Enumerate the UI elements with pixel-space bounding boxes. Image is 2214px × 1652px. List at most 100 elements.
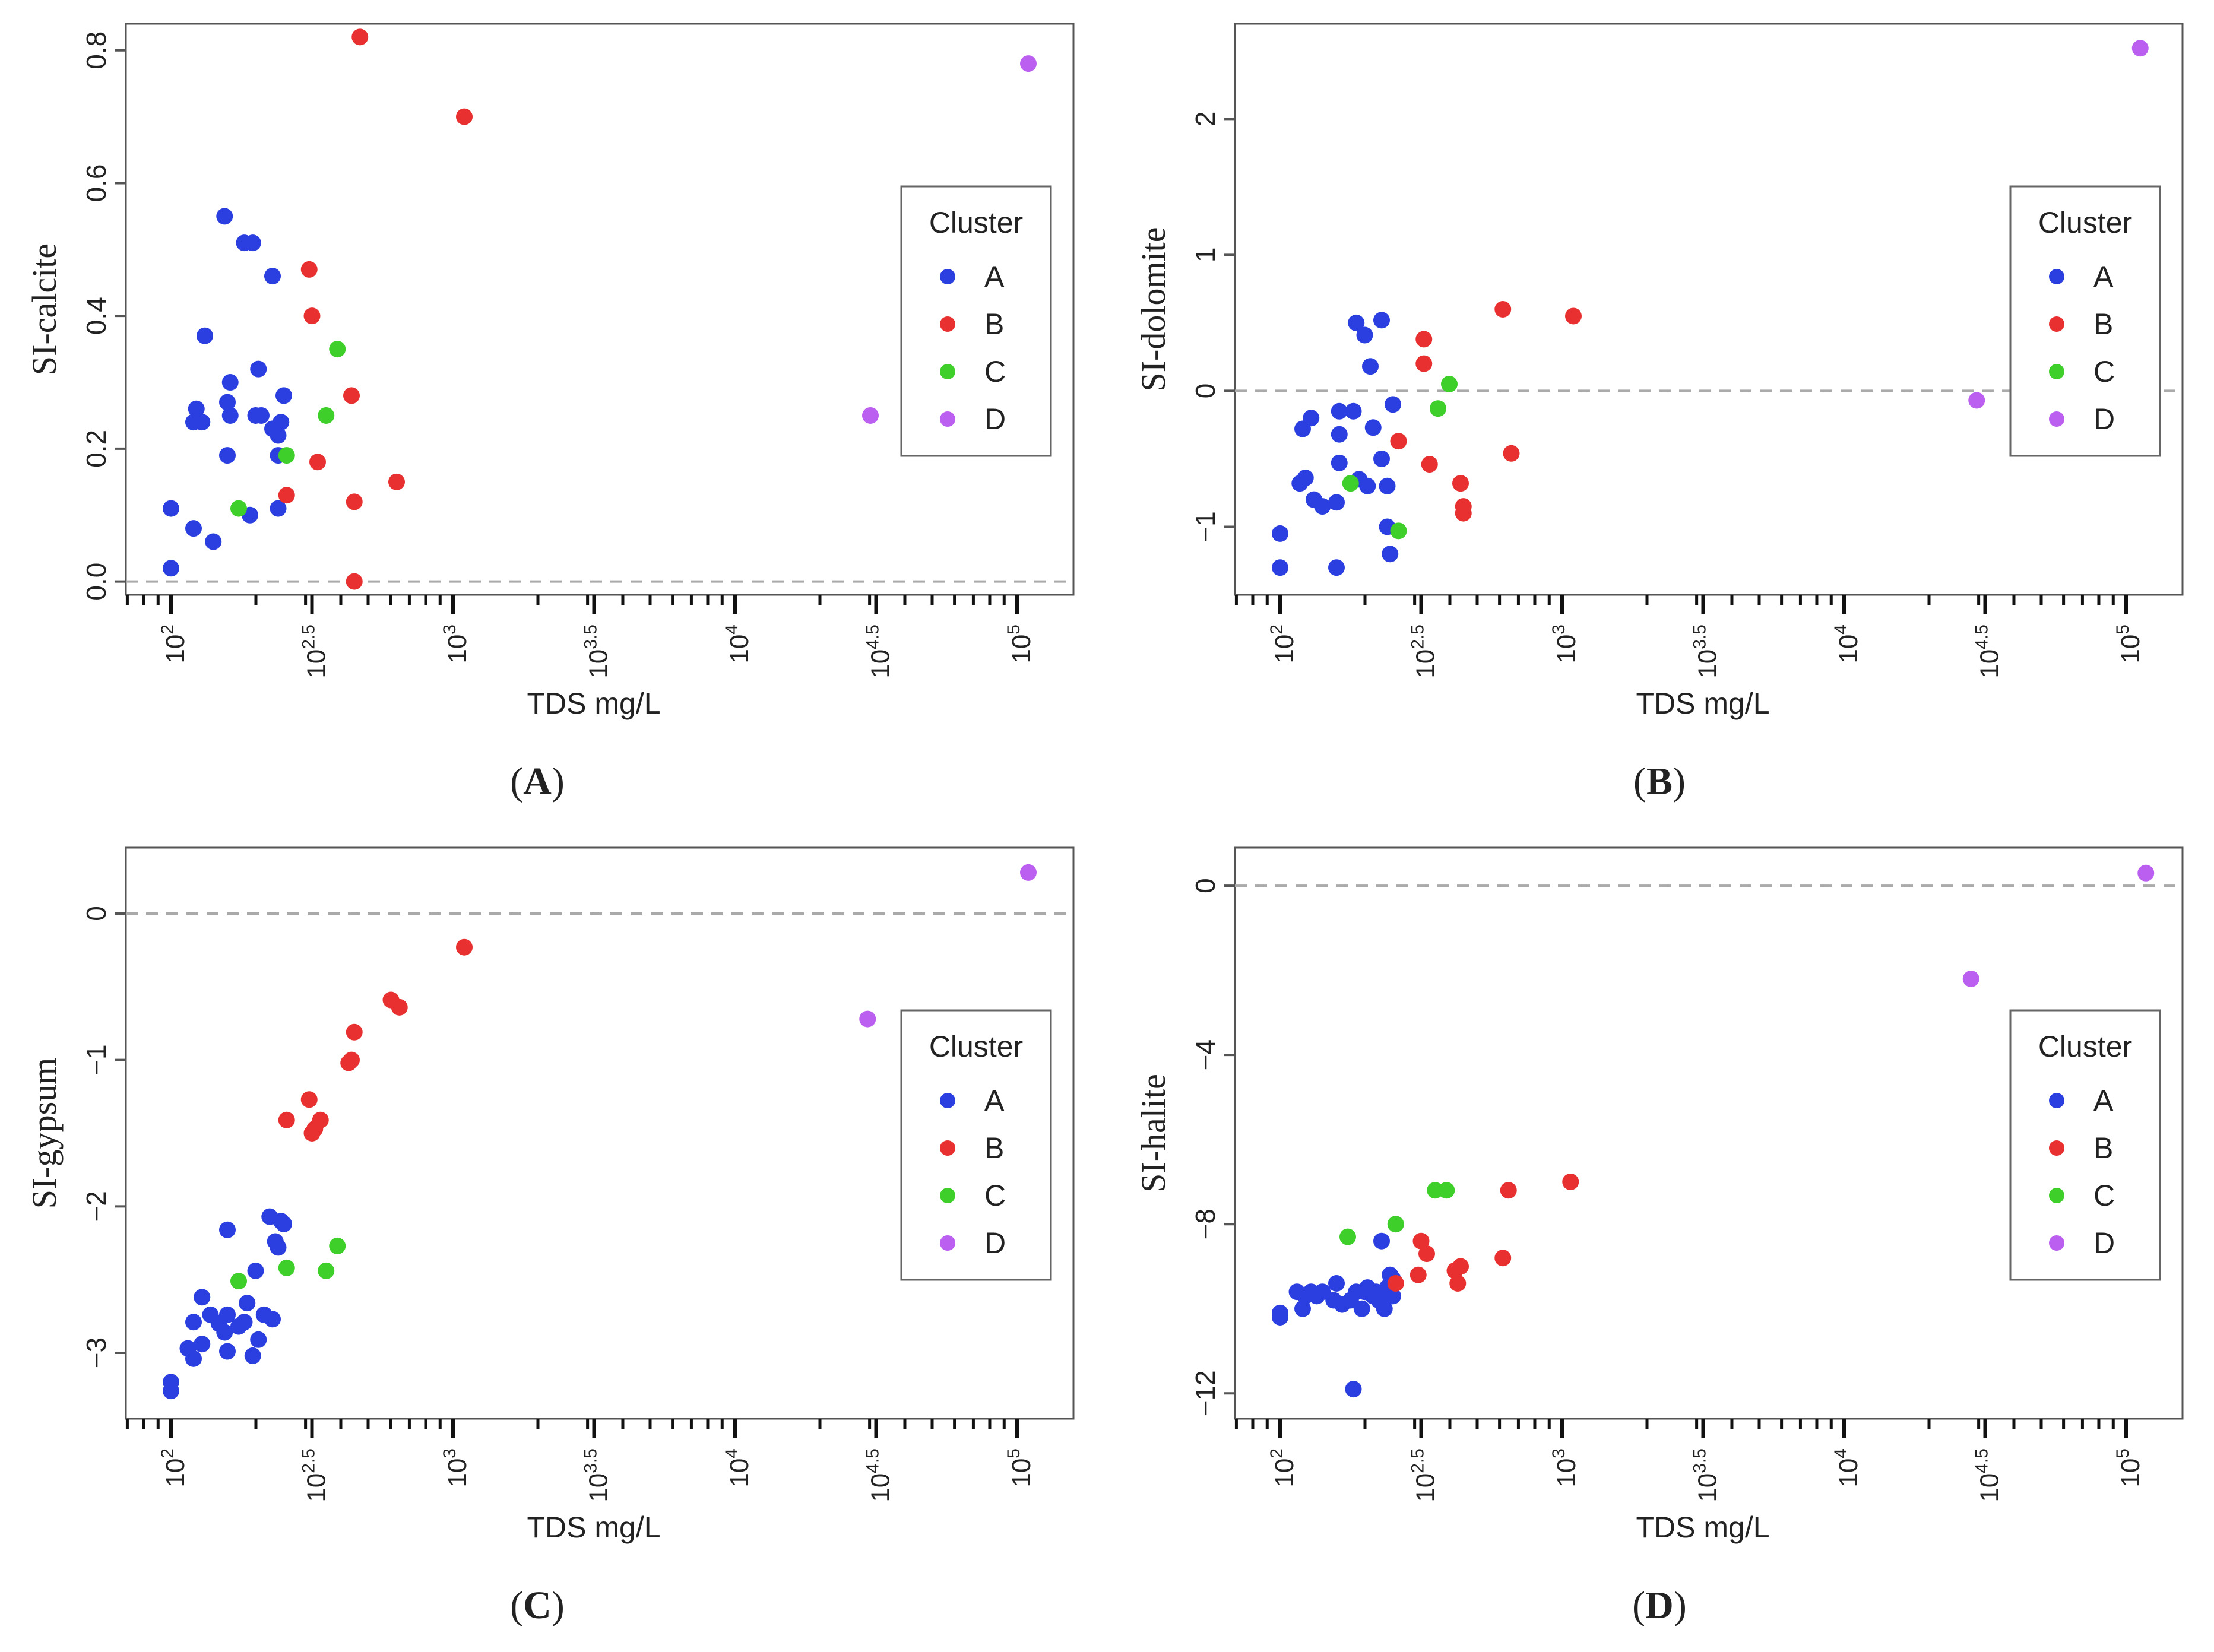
x-tick-label: 102.5 <box>299 1448 331 1502</box>
legend-marker-c <box>2049 1188 2064 1203</box>
x-tick-label-text: 104.5 <box>863 624 895 678</box>
data-point <box>346 493 363 510</box>
x-tick-label: 104 <box>1831 624 1863 664</box>
data-point <box>1272 1308 1288 1326</box>
legend-box <box>2009 1009 2161 1281</box>
x-tick-label-base: 10 <box>1693 649 1722 678</box>
data-point <box>216 1324 233 1341</box>
x-tick-label-exponent: 2.5 <box>1408 1448 1428 1473</box>
data-point <box>1418 1245 1435 1263</box>
x-tick-label-text: 104.5 <box>863 1448 895 1502</box>
data-point <box>1455 498 1472 515</box>
x-tick-label-exponent: 2 <box>158 1448 178 1458</box>
x-tick-label: 103.5 <box>1690 624 1722 678</box>
data-point <box>1364 419 1382 436</box>
y-tick-label: −1 <box>1190 511 1221 542</box>
data-point <box>346 1023 363 1041</box>
data-point <box>1356 326 1373 344</box>
data-point <box>1348 314 1365 331</box>
legend-label-d: D <box>2093 402 2115 436</box>
data-point <box>219 1306 236 1323</box>
data-point <box>253 407 270 424</box>
data-point <box>1382 546 1399 563</box>
series-a <box>163 1208 292 1400</box>
data-point <box>1373 450 1390 467</box>
data-point <box>219 1221 236 1238</box>
data-point <box>270 427 287 444</box>
legend-marker-a <box>2049 269 2064 284</box>
series-b <box>1387 1173 1579 1292</box>
series-c <box>1342 375 1458 540</box>
x-tick-label-base: 10 <box>1975 1473 2004 1502</box>
x-tick-label-exponent: 3.5 <box>1690 1448 1710 1473</box>
data-point <box>343 1051 360 1068</box>
data-point <box>230 1273 247 1290</box>
series-d <box>862 55 1037 424</box>
data-point <box>221 374 239 391</box>
x-tick-label-exponent: 4 <box>722 624 742 635</box>
data-point <box>250 360 267 378</box>
x-tick-label-text: 104.5 <box>1972 1448 2004 1502</box>
data-point <box>309 454 326 471</box>
y-tick-label: −12 <box>1190 1370 1221 1416</box>
x-tick-label-exponent: 2.5 <box>1408 624 1428 649</box>
legend-label-a: A <box>984 1084 1005 1117</box>
data-point <box>1430 400 1446 417</box>
x-tick-label-text: 104 <box>722 1448 754 1488</box>
data-point <box>1303 410 1320 427</box>
x-tick-label-base: 10 <box>302 649 331 678</box>
legend-label-c: C <box>984 1179 1006 1212</box>
x-tick-label-base: 10 <box>1270 1458 1299 1488</box>
legend-title: Cluster <box>2038 206 2132 239</box>
x-tick-label-text: 102 <box>158 1448 190 1488</box>
legend-label-b: B <box>984 307 1004 341</box>
x-tick-label-text: 103.5 <box>581 624 613 678</box>
data-point <box>244 234 261 252</box>
data-point <box>1452 475 1469 492</box>
x-tick-label-base: 10 <box>443 635 472 664</box>
legend-marker-c <box>940 1188 955 1203</box>
x-tick-label-base: 10 <box>725 635 754 664</box>
x-tick-label-text: 102.5 <box>299 1448 331 1502</box>
data-point <box>300 1091 318 1108</box>
x-tick-label-base: 10 <box>1693 1473 1722 1502</box>
series-a <box>1272 1232 1401 1398</box>
data-point <box>1272 525 1288 542</box>
data-point <box>230 500 247 517</box>
x-tick-label: 102 <box>1267 1448 1299 1488</box>
x-tick-label-text: 104 <box>1831 1448 1863 1488</box>
y-tick-label: 0.6 <box>81 164 112 202</box>
x-tick-label-exponent: 3 <box>440 1448 460 1458</box>
data-point <box>1449 1274 1467 1292</box>
series-b <box>1390 301 1582 522</box>
x-tick-label-exponent: 2 <box>158 624 178 635</box>
x-tick-label-base: 10 <box>1834 1458 1863 1488</box>
data-point <box>278 1259 295 1276</box>
series-a <box>163 208 292 577</box>
data-point <box>270 500 287 517</box>
data-point <box>1390 433 1407 450</box>
y-axis-title: SI-dolomite <box>1134 227 1173 391</box>
panel-caption-open-paren: ( <box>1633 760 1646 803</box>
data-point <box>388 473 405 490</box>
data-point <box>862 407 879 424</box>
data-point <box>219 447 236 464</box>
x-tick-label-exponent: 4.5 <box>1972 1448 1992 1473</box>
data-point <box>278 1111 295 1128</box>
x-tick-label-text: 104 <box>722 624 754 664</box>
x-tick-label-exponent: 2 <box>1267 624 1287 635</box>
legend-label-d: D <box>2093 1226 2115 1260</box>
y-tick-label-text: 0.0 <box>81 563 112 601</box>
y-tick-label: 0 <box>1190 383 1221 399</box>
x-tick-label-base: 10 <box>1552 1458 1581 1488</box>
x-axis-title: TDS mg/L <box>1636 687 1769 720</box>
plot-frame <box>125 846 1075 1420</box>
y-tick-label-text: 1 <box>1190 248 1221 263</box>
data-point <box>859 1010 876 1028</box>
data-point <box>1362 358 1379 375</box>
x-tick-label-base: 10 <box>1975 649 2004 678</box>
x-tick-label-base: 10 <box>161 635 190 664</box>
